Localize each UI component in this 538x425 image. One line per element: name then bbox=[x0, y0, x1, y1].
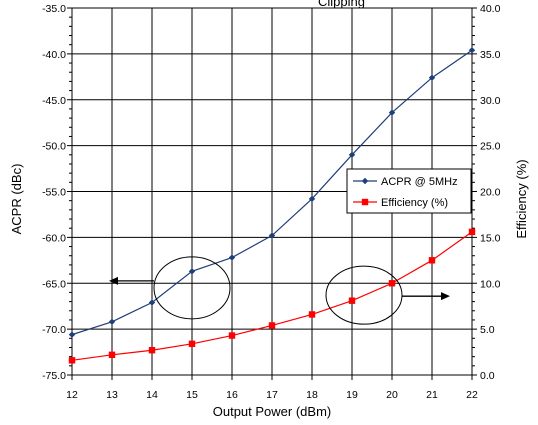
efficiency-point bbox=[428, 257, 436, 264]
acpr-point bbox=[108, 318, 116, 325]
efficiency-point bbox=[188, 340, 196, 348]
legend-efficiency-label: Efficiency (%) bbox=[381, 197, 448, 209]
y-left-tick-label: -45.0 bbox=[42, 95, 66, 107]
acpr-point bbox=[388, 109, 396, 116]
y-left-tick-label: -65.0 bbox=[42, 278, 66, 290]
ticks bbox=[67, 7, 477, 380]
arrowhead-left-icon bbox=[109, 276, 118, 285]
x-tick-label: 17 bbox=[266, 389, 278, 401]
x-axis-label: Output Power (dBm) bbox=[213, 404, 332, 419]
y-right-tick-label: 0.0 bbox=[480, 370, 495, 382]
series-layer bbox=[68, 47, 476, 364]
annotations-layer bbox=[109, 256, 450, 325]
y-right-tick-label: 30.0 bbox=[480, 95, 501, 107]
efficiency-point bbox=[308, 311, 316, 318]
efficiency-point bbox=[148, 347, 156, 354]
y-left-tick-label: -70.0 bbox=[42, 324, 66, 336]
x-tick-label: 14 bbox=[146, 389, 158, 401]
y-right-tick-label: 20.0 bbox=[480, 187, 501, 199]
legend-efficiency-marker bbox=[361, 198, 369, 206]
legend-acpr-label: ACPR @ 5MHz bbox=[381, 176, 458, 188]
x-tick-label: 21 bbox=[426, 389, 438, 401]
annotation-ellipse-right bbox=[325, 265, 403, 325]
y-left-tick-label: -35.0 bbox=[42, 3, 66, 15]
y-right-tick-label: 10.0 bbox=[480, 278, 501, 290]
acpr-point bbox=[188, 268, 196, 275]
efficiency-point bbox=[268, 322, 276, 329]
y-left-tick-label: -40.0 bbox=[42, 49, 66, 61]
legend: ACPR @ 5MHz Efficiency (%) bbox=[346, 168, 472, 214]
chart-title: Clipping bbox=[318, 0, 365, 9]
annotation-ellipse-left bbox=[153, 256, 231, 320]
efficiency-point bbox=[348, 297, 356, 304]
x-tick-label: 22 bbox=[466, 389, 478, 401]
x-tick-label: 20 bbox=[386, 389, 398, 401]
acpr-point bbox=[348, 151, 356, 158]
y-left-tick-label: -55.0 bbox=[42, 187, 66, 199]
acpr-point bbox=[68, 331, 76, 338]
x-tick-label: 19 bbox=[346, 389, 358, 401]
efficiency-point bbox=[388, 280, 396, 287]
efficiency-point bbox=[68, 357, 76, 364]
y-left-tick-label: -50.0 bbox=[42, 141, 66, 153]
acpr-point bbox=[268, 232, 276, 239]
acpr-point bbox=[428, 74, 436, 81]
y-axis-right-label: Efficiency (%) bbox=[514, 159, 529, 238]
acpr-point bbox=[228, 254, 236, 261]
legend-acpr-marker bbox=[361, 177, 369, 185]
y-right-tick-label: 15.0 bbox=[480, 232, 501, 244]
y-left-tick-label: -60.0 bbox=[42, 232, 66, 244]
arrowhead-right-icon bbox=[441, 292, 450, 301]
x-tick-label: 18 bbox=[306, 389, 318, 401]
acpr-point bbox=[468, 47, 476, 54]
y-right-tick-label: 40.0 bbox=[480, 3, 501, 15]
x-tick-label: 15 bbox=[186, 389, 198, 401]
tick-labels: 12 13 14 15 16 17 18 19 20 21 22 -35.0 40.0 -40.0 35.0… bbox=[42, 3, 501, 401]
x-tick-label: 12 bbox=[66, 389, 78, 401]
acpr-point bbox=[148, 299, 156, 306]
efficiency-point bbox=[228, 332, 236, 339]
y-left-tick-label: -75.0 bbox=[42, 370, 66, 382]
y-right-tick-label: 25.0 bbox=[480, 141, 501, 153]
y-right-tick-label: 35.0 bbox=[480, 49, 501, 61]
y-right-tick-label: 5.0 bbox=[480, 324, 495, 336]
efficiency-point bbox=[108, 351, 116, 359]
acpr-point bbox=[308, 195, 316, 203]
efficiency-point bbox=[468, 228, 476, 236]
x-tick-label: 13 bbox=[106, 389, 118, 401]
legend-box bbox=[346, 168, 472, 214]
x-tick-label: 16 bbox=[226, 389, 238, 401]
y-axis-left-label: ACPR (dBc) bbox=[9, 164, 24, 235]
